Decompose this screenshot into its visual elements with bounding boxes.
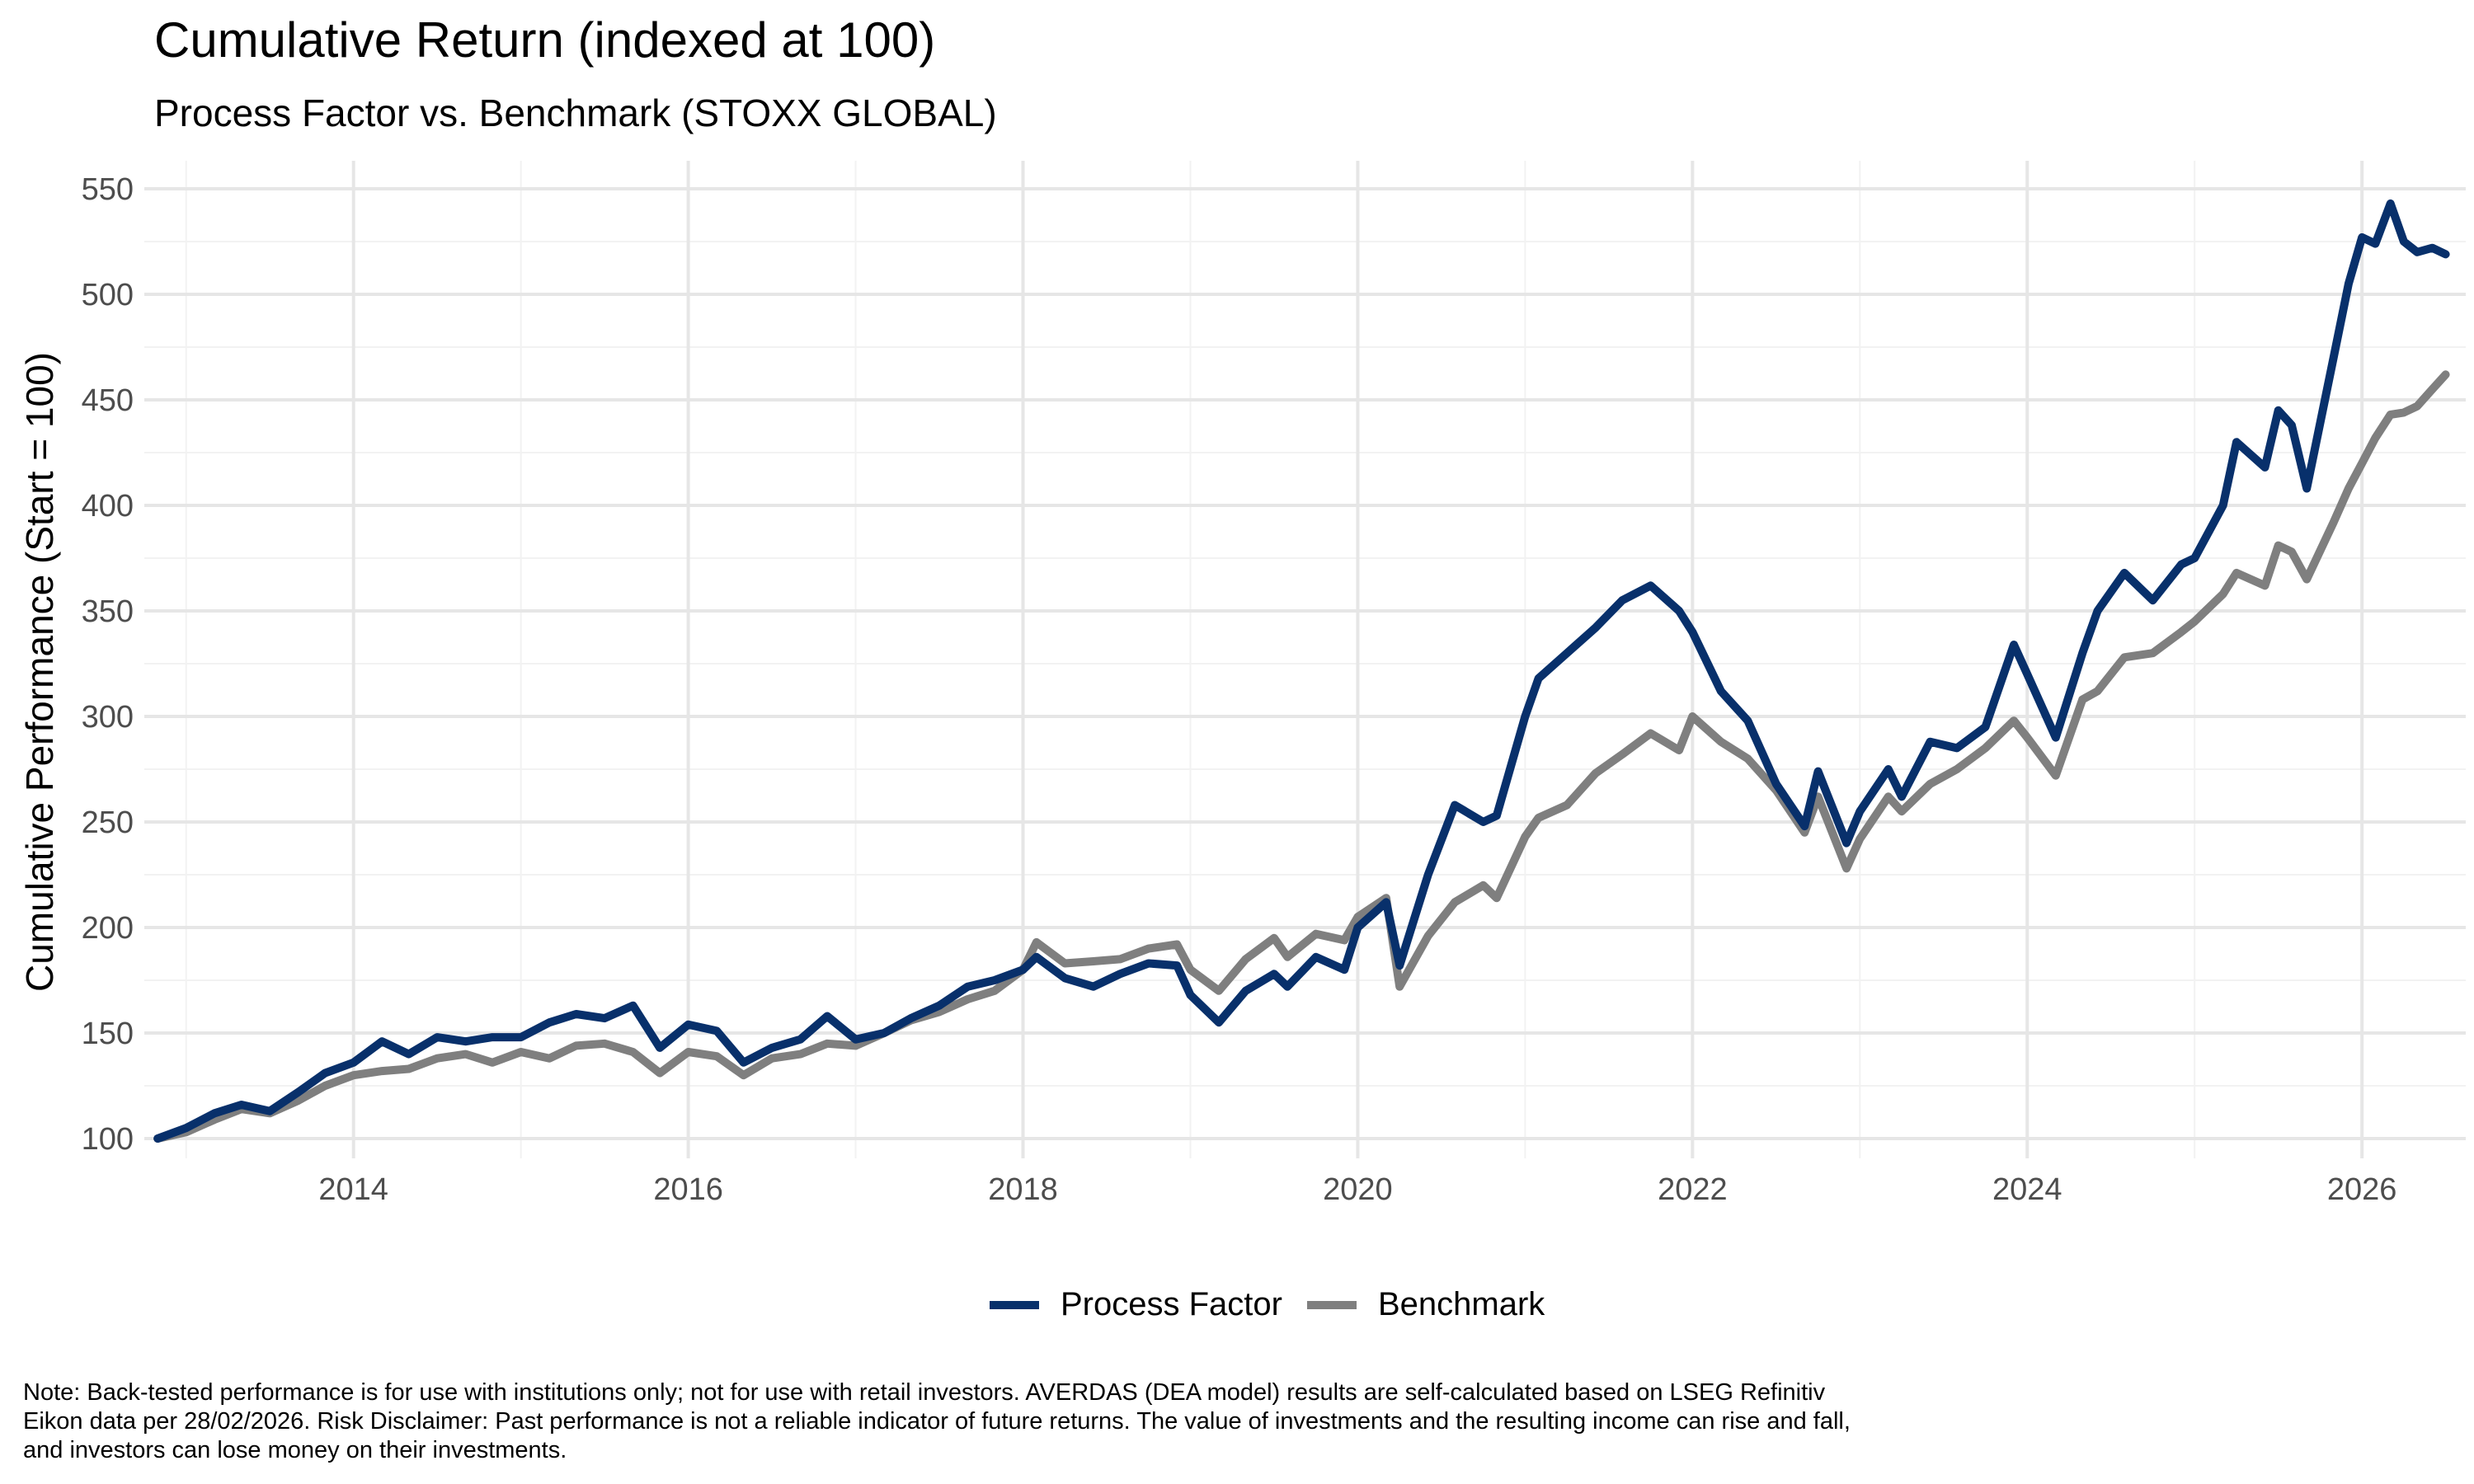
y-tick-label: 150 bbox=[82, 1017, 134, 1051]
y-tick-label: 400 bbox=[82, 489, 134, 524]
y-axis-label: Cumulative Performance (Start = 100) bbox=[18, 352, 61, 992]
x-tick-label: 2020 bbox=[1323, 1172, 1393, 1207]
x-tick-label: 2026 bbox=[2327, 1172, 2397, 1207]
x-tick-label: 2018 bbox=[988, 1172, 1058, 1207]
y-tick-label: 550 bbox=[82, 172, 134, 207]
series-lines bbox=[153, 199, 2450, 1143]
gridlines bbox=[144, 161, 2466, 1158]
legend-item-process-factor: Process Factor bbox=[990, 1286, 1282, 1323]
y-tick-label: 450 bbox=[82, 383, 134, 418]
y-tick-label: 500 bbox=[82, 278, 134, 312]
x-tick-label: 2014 bbox=[318, 1172, 388, 1207]
axis-labels: 2014 2016 2018 2020 2022 2024 2026 100 150 200 250… bbox=[82, 172, 2397, 1207]
chart-title: Cumulative Return (indexed at 100) bbox=[154, 12, 936, 68]
series-line-process-factor bbox=[153, 199, 2450, 1143]
y-tick-label: 100 bbox=[82, 1122, 134, 1157]
x-tick-label: 2022 bbox=[1658, 1172, 1728, 1207]
disclaimer-footnote: Note: Back-tested performance is for use… bbox=[23, 1379, 1851, 1463]
y-tick-label: 200 bbox=[82, 911, 134, 946]
legend: Process Factor Benchmark bbox=[990, 1286, 1569, 1323]
y-tick-label: 300 bbox=[82, 700, 134, 735]
legend-item-benchmark: Benchmark bbox=[1306, 1286, 1545, 1323]
y-tick-label: 250 bbox=[82, 805, 134, 840]
legend-swatch-benchmark bbox=[1306, 1300, 1357, 1309]
legend-label-benchmark: Benchmark bbox=[1377, 1286, 1545, 1322]
y-tick-label: 350 bbox=[82, 594, 134, 629]
legend-label-process-factor: Process Factor bbox=[1061, 1286, 1282, 1322]
series-line-benchmark bbox=[153, 370, 2450, 1143]
legend-swatch-process-factor bbox=[990, 1300, 1039, 1309]
chart-subtitle: Process Factor vs. Benchmark (STOXX GLOB… bbox=[154, 92, 997, 134]
x-tick-label: 2024 bbox=[1992, 1172, 2062, 1207]
x-tick-label: 2016 bbox=[653, 1172, 723, 1207]
